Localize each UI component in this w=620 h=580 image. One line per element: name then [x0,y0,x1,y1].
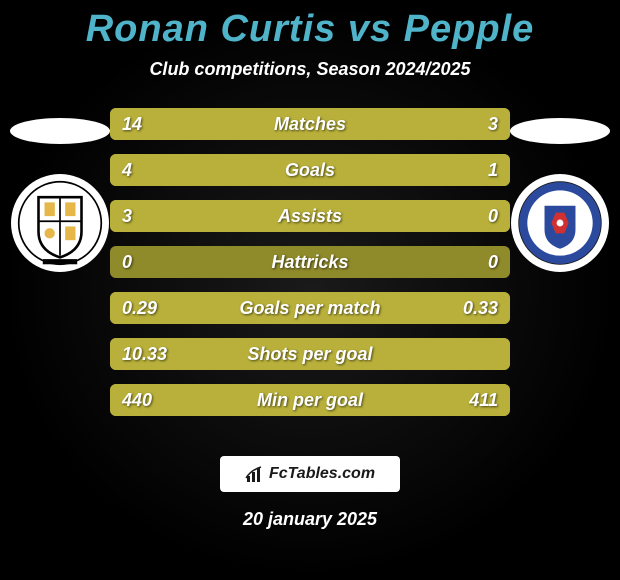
stat-row: 440 Min per goal 411 [110,384,510,416]
player-left-silhouette [10,118,110,144]
player-left-club-badge [11,174,109,272]
comparison-subtitle: Club competitions, Season 2024/2025 [0,59,620,80]
stat-label: Goals [110,154,510,186]
fctables-logo: FcTables.com [220,456,400,492]
stat-row: 10.33 Shots per goal [110,338,510,370]
comparison-body: 14 Matches 3 4 Goals 1 3 Assists 0 0 Hat… [0,108,620,448]
stat-value-right [486,338,510,370]
stat-value-right: 0.33 [451,292,510,324]
stat-label: Min per goal [110,384,510,416]
player-right-club-badge [511,174,609,272]
player-left-column [0,108,120,272]
player-right-silhouette [510,118,610,144]
chart-bars-icon [245,464,265,484]
port-vale-crest-icon [17,180,103,266]
stat-value-right: 0 [476,200,510,232]
stat-row: 14 Matches 3 [110,108,510,140]
stat-row: 4 Goals 1 [110,154,510,186]
stat-bars: 14 Matches 3 4 Goals 1 3 Assists 0 0 Hat… [110,108,510,430]
stat-label: Hattricks [110,246,510,278]
stat-value-right: 0 [476,246,510,278]
stat-label: Assists [110,200,510,232]
stat-row: 3 Assists 0 [110,200,510,232]
stat-value-right: 411 [457,384,510,416]
chesterfield-crest-icon [517,180,603,266]
snapshot-date: 20 january 2025 [0,509,620,530]
player-right-column [500,108,620,272]
stat-value-right: 1 [476,154,510,186]
fctables-logo-text: FcTables.com [269,465,375,483]
comparison-title: Ronan Curtis vs Pepple [0,0,620,51]
stat-label: Matches [110,108,510,140]
stat-row: 0.29 Goals per match 0.33 [110,292,510,324]
stat-label: Shots per goal [110,338,510,370]
stat-row: 0 Hattricks 0 [110,246,510,278]
stat-value-right: 3 [476,108,510,140]
